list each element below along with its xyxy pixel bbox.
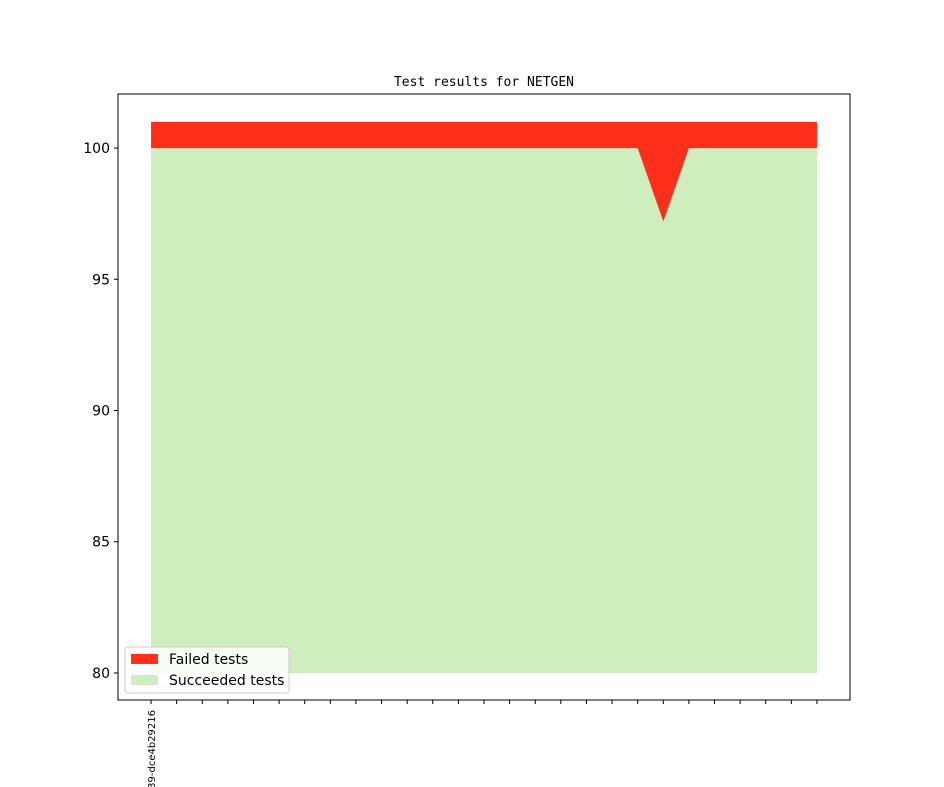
- legend-swatch-failed: [131, 654, 158, 664]
- legend-label-succeeded: Succeeded tests: [169, 673, 284, 689]
- chart-title: Test results for NETGEN: [394, 75, 574, 90]
- succeeded-area: [151, 148, 817, 673]
- legend: Failed tests Succeeded tests: [124, 646, 290, 694]
- legend-swatch-succeeded: [131, 675, 158, 685]
- y-tick-label: 90: [92, 404, 110, 420]
- axes-frame: [117, 93, 851, 701]
- y-tick-label: 100: [83, 141, 110, 157]
- x-tick-label: 39-dce4b29216: [147, 710, 158, 787]
- y-tick-label: 95: [92, 272, 110, 288]
- y-tick-label: 80: [92, 666, 110, 682]
- legend-box: [124, 646, 290, 694]
- failed-area: [151, 121, 817, 222]
- legend-label-failed: Failed tests: [169, 652, 248, 668]
- y-tick-label: 85: [92, 535, 110, 551]
